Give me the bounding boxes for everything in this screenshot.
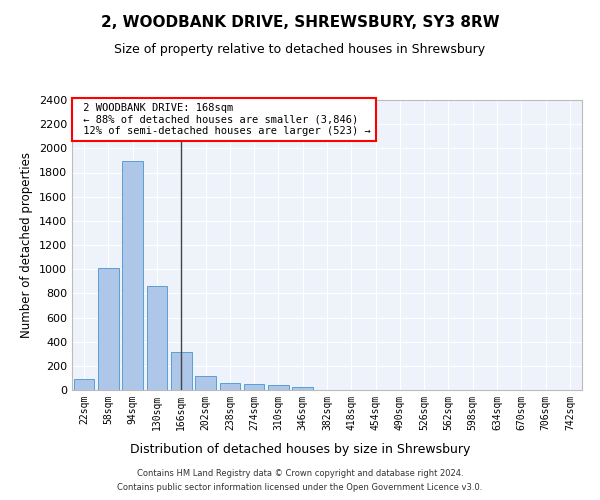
Bar [220,383,240,390]
Text: 2, WOODBANK DRIVE, SHREWSBURY, SY3 8RW: 2, WOODBANK DRIVE, SHREWSBURY, SY3 8RW [101,15,499,30]
Y-axis label: Number of detached properties: Number of detached properties [20,152,34,338]
Bar [98,268,119,390]
Bar [146,286,167,390]
Text: Contains HM Land Registry data © Crown copyright and database right 2024.: Contains HM Land Registry data © Crown c… [137,468,463,477]
Text: Distribution of detached houses by size in Shrewsbury: Distribution of detached houses by size … [130,442,470,456]
Bar [74,378,94,390]
Bar [171,352,191,390]
Bar [268,385,289,390]
Bar [122,161,143,390]
Bar [195,376,216,390]
Text: Size of property relative to detached houses in Shrewsbury: Size of property relative to detached ho… [115,42,485,56]
Text: Contains public sector information licensed under the Open Government Licence v3: Contains public sector information licen… [118,484,482,492]
Bar [292,388,313,390]
Bar [244,384,265,390]
Text: 2 WOODBANK DRIVE: 168sqm
 ← 88% of detached houses are smaller (3,846)
 12% of s: 2 WOODBANK DRIVE: 168sqm ← 88% of detach… [77,103,371,136]
